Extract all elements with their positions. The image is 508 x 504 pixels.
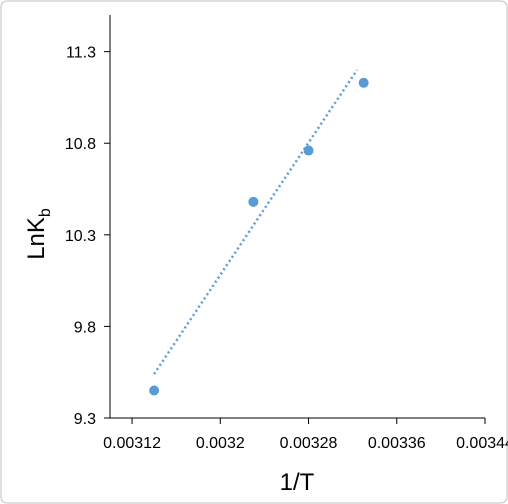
x-tick-label: 0.00336: [368, 435, 426, 452]
x-tick-label: 0.00328: [280, 435, 338, 452]
y-axis-title-text: LnK: [23, 217, 50, 260]
x-axis-title: 1/T: [280, 469, 315, 496]
data-point: [358, 77, 369, 88]
data-point: [248, 196, 259, 207]
x-tick-label: 0.0032: [196, 435, 245, 452]
data-point: [303, 145, 314, 156]
y-tick-label: 11.3: [66, 45, 96, 62]
y-axis-title-subscript: b: [37, 208, 54, 217]
x-tick-label: 0.00312: [103, 435, 161, 452]
x-tick-label: 0.00344: [456, 435, 508, 452]
y-axis-title: LnKb: [23, 208, 54, 260]
y-tick-label: 10.8: [65, 136, 96, 153]
data-point: [149, 385, 160, 396]
y-tick-label: 9.8: [74, 319, 96, 336]
y-tick-label: 10.3: [65, 228, 96, 245]
y-tick-label: 9.3: [74, 411, 96, 428]
trendline: [153, 69, 359, 375]
